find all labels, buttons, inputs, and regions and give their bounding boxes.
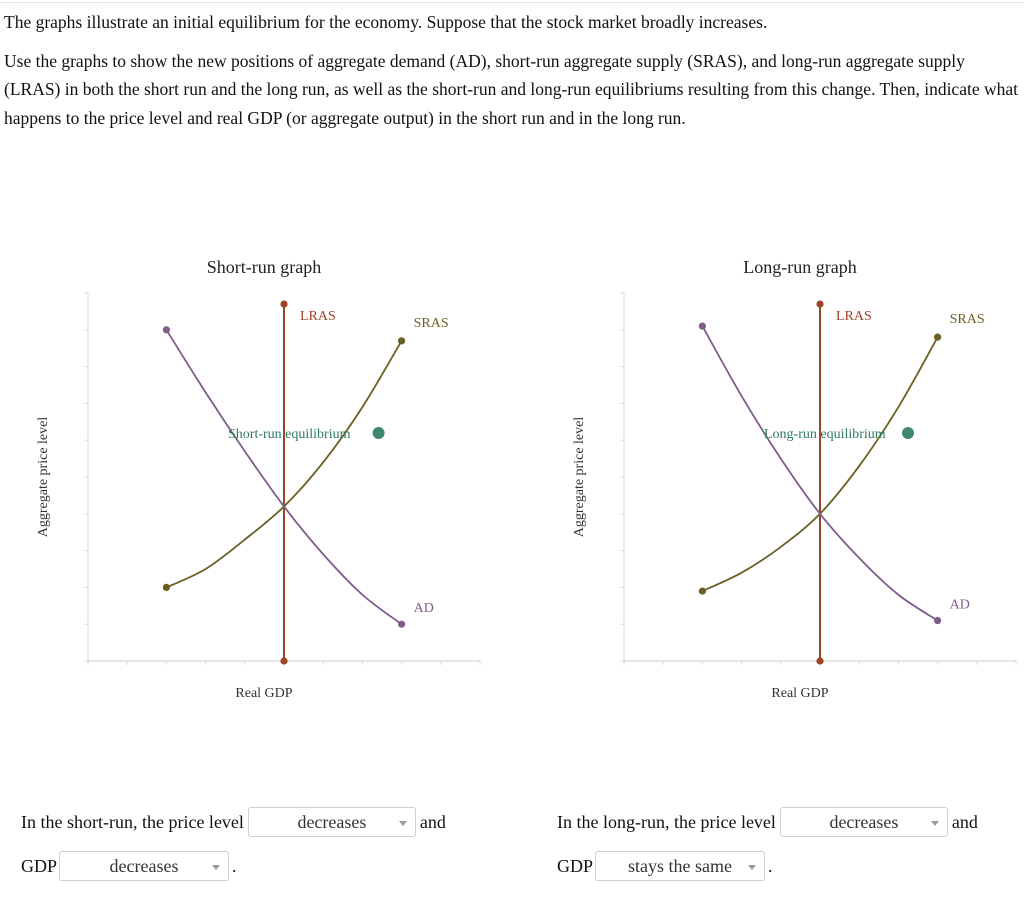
top-divider — [0, 2, 1024, 3]
ad-curve[interactable] — [165, 329, 403, 625]
ad-endpoint-end[interactable] — [934, 616, 942, 625]
sras-endpoint-start[interactable] — [162, 583, 170, 591]
short-run-equilibrium-marker[interactable] — [372, 427, 385, 439]
short-run-gdp-selected: decreases — [109, 855, 179, 876]
long-run-gdp-dropdown[interactable]: stays the same — [595, 851, 766, 881]
ad-curve[interactable] — [701, 325, 939, 622]
short-run-graph[interactable]: Short-run graph Real GDP Aggregate price l… — [26, 248, 526, 718]
sras-label: SRAS — [414, 316, 449, 331]
short-run-period: . — [232, 855, 237, 876]
question-text: The graphs illustrate an initial equilib… — [4, 8, 1020, 142]
long-run-gdp-label: GDP — [557, 855, 594, 876]
x-axis-label: Real GDP — [235, 686, 292, 701]
short-run-price-line: In the short-run, the price level decrea… — [21, 807, 446, 837]
short-run-price-label: In the short-run, the price level — [21, 811, 244, 832]
long-run-period: . — [768, 855, 773, 876]
lras-label: LRAS — [300, 309, 336, 324]
sras-endpoint-start[interactable] — [698, 587, 706, 595]
long-run-graph-title: Long-run graph — [743, 257, 856, 277]
chevron-down-icon — [212, 865, 221, 870]
long-run-graph-svg[interactable]: Long-run graph Real GDP Aggregate price le… — [562, 248, 1024, 718]
long-run-gdp-selected: stays the same — [628, 855, 732, 876]
sras-endpoint-end[interactable] — [934, 333, 942, 341]
long-run-price-label: In the long-run, the price level — [557, 811, 776, 832]
ad-label: AD — [950, 598, 970, 613]
short-run-gdp-line: GDP decreases . — [21, 851, 237, 881]
short-run-equilibrium-label: Short-run equilibrium — [228, 427, 351, 442]
long-run-price-selected: decreases — [829, 811, 899, 832]
short-run-price-dropdown[interactable]: decreases — [247, 807, 416, 837]
short-run-gdp-dropdown[interactable]: decreases — [59, 851, 230, 881]
lras-label: LRAS — [836, 309, 872, 324]
lras-endpoint-start[interactable] — [280, 300, 288, 308]
lras-endpoint-end[interactable] — [816, 657, 824, 665]
short-run-price-selected: decreases — [297, 811, 367, 832]
ad-label: AD — [414, 601, 434, 616]
chevron-down-icon — [930, 821, 939, 826]
ad-endpoint-start[interactable] — [698, 322, 706, 330]
lras-endpoint-end[interactable] — [280, 657, 288, 665]
long-run-price-dropdown[interactable]: decreases — [779, 807, 948, 837]
y-axis-label: Aggregate price level — [36, 417, 51, 538]
sras-label: SRAS — [950, 312, 985, 327]
y-axis-label: Aggregate price level — [572, 417, 587, 538]
long-run-and-label: and — [951, 811, 978, 832]
intro-paragraph-1: The graphs illustrate an initial equilib… — [4, 12, 768, 32]
long-run-graph[interactable]: Long-run graph Real GDP Aggregate price le… — [562, 248, 1024, 718]
chevron-down-icon — [748, 865, 757, 870]
ad-endpoint-end[interactable] — [398, 620, 406, 628]
long-run-equilibrium-marker[interactable] — [902, 427, 914, 439]
intro-paragraph-2: Use the graphs to show the new positions… — [4, 50, 1018, 128]
sras-endpoint-end[interactable] — [398, 337, 406, 345]
long-run-price-line: In the long-run, the price level decreas… — [557, 807, 978, 837]
chevron-down-icon — [398, 821, 407, 826]
lras-endpoint-start[interactable] — [816, 300, 824, 308]
long-run-equilibrium-label: Long-run equilibrium — [764, 427, 886, 442]
long-run-gdp-line: GDP stays the same . — [557, 851, 773, 881]
ad-endpoint-start[interactable] — [162, 326, 170, 334]
short-run-and-label: and — [419, 811, 446, 832]
short-run-graph-title: Short-run graph — [207, 257, 321, 277]
short-run-graph-svg[interactable]: Short-run graph Real GDP Aggregate price l… — [26, 248, 526, 718]
short-run-gdp-label: GDP — [21, 855, 58, 876]
x-axis-label: Real GDP — [771, 686, 828, 701]
